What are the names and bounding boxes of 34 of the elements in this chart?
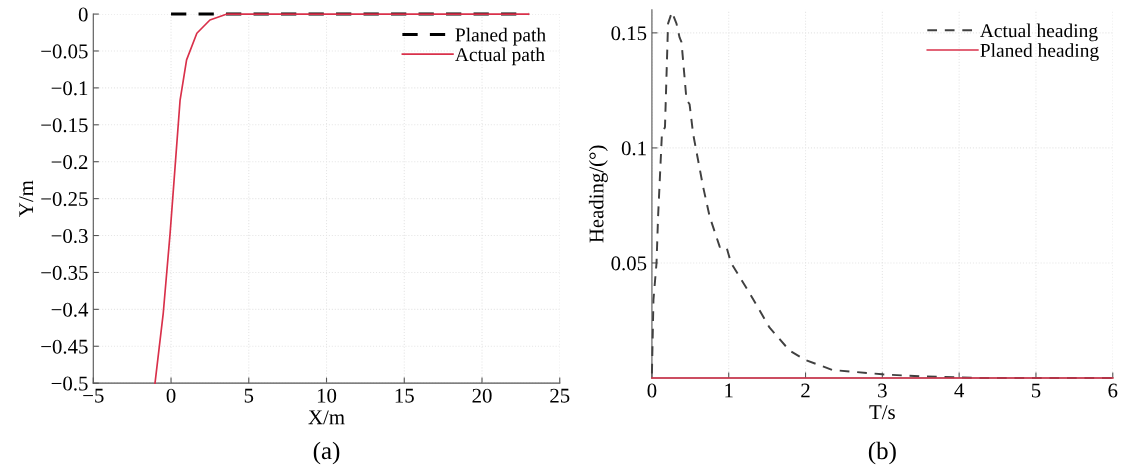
y-axis-title: Heading/(°) xyxy=(588,145,608,243)
x-tick-label: 25 xyxy=(550,388,570,403)
x-tick-label: 5 xyxy=(1031,383,1041,398)
y-tick-label: 0 xyxy=(78,7,88,22)
x-tick-label: 1 xyxy=(725,383,733,398)
x-tick-label: 0 xyxy=(647,383,657,398)
legend-label: Planed path xyxy=(455,27,546,46)
x-tick-label: 3 xyxy=(878,383,887,398)
legend-label: Actual path xyxy=(455,47,545,66)
y-tick-label: −0.3 xyxy=(51,228,88,244)
text: (a) xyxy=(313,441,340,465)
x-tick-label: 10 xyxy=(317,388,337,403)
y-tick-label: −0.25 xyxy=(41,192,88,207)
x-tick-label: 5 xyxy=(244,388,254,403)
y-tick-label: −0.4 xyxy=(51,302,89,317)
y-tick-label: −0.45 xyxy=(41,339,88,354)
x-tick-label: 2 xyxy=(801,383,810,398)
y-tick-label: 0.15 xyxy=(611,26,647,41)
x-tick-label: 20 xyxy=(472,388,492,403)
x-tick-label: 0 xyxy=(166,388,176,403)
y-axis-title: Y/m xyxy=(19,180,34,217)
y-tick-label: −0.2 xyxy=(51,155,88,170)
y-tick-label: −0.35 xyxy=(41,265,88,280)
x-tick-label: 6 xyxy=(1108,383,1118,398)
y-tick-label: −0.15 xyxy=(41,118,88,133)
x-tick-label: 4 xyxy=(954,383,965,398)
y-tick-label: −0.1 xyxy=(51,81,88,96)
x-tick-label: 15 xyxy=(395,388,414,403)
y-tick-label: 0.1 xyxy=(621,141,646,156)
x-axis-title: X/m xyxy=(308,410,345,425)
x-axis-title: T/s xyxy=(869,405,895,420)
y-tick-label: −0.05 xyxy=(41,44,88,59)
y-tick-label: 0.05 xyxy=(611,256,647,271)
text: (b) xyxy=(868,441,896,465)
